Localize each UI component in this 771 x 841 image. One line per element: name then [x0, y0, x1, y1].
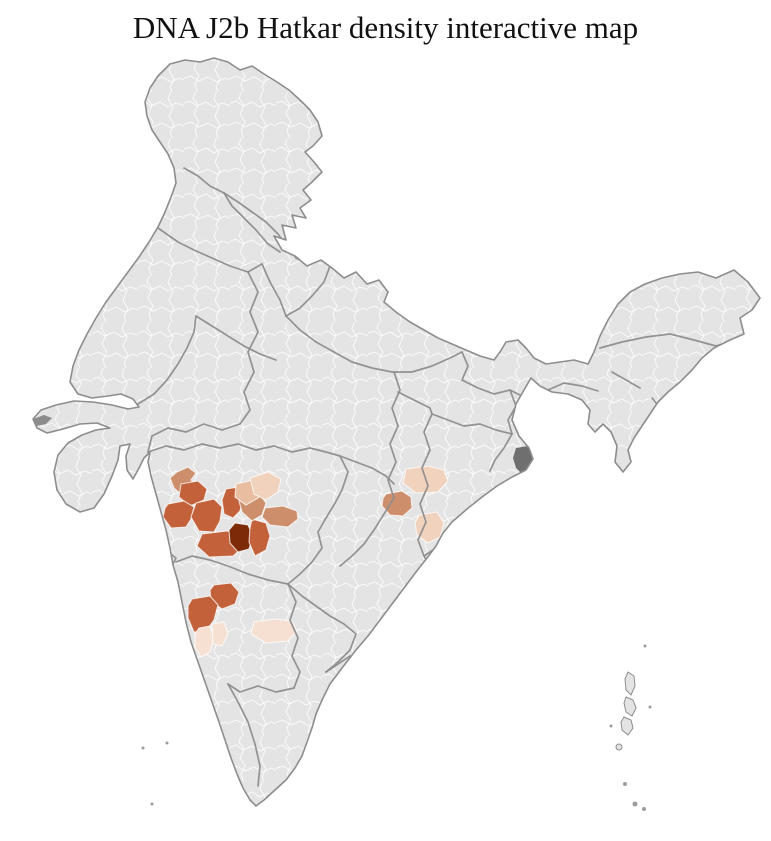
district-2-high[interactable] — [178, 480, 208, 507]
district-16-faint[interactable] — [211, 621, 229, 647]
density-districts-layer[interactable] — [162, 465, 449, 658]
district-7-highest[interactable] — [228, 522, 254, 553]
district-10-medium[interactable] — [261, 505, 299, 528]
state-borders — [137, 167, 735, 787]
district-15-faint[interactable] — [194, 625, 215, 658]
islets — [141, 644, 652, 811]
district-17-faint[interactable] — [250, 618, 298, 644]
district-20-lowest[interactable] — [414, 511, 445, 544]
district-4-high[interactable] — [190, 498, 223, 533]
district-12-lowest[interactable] — [249, 471, 282, 501]
district-3-high[interactable] — [162, 500, 195, 529]
district-8-high[interactable] — [248, 518, 271, 557]
island-chain-east — [615, 671, 637, 751]
district-13-high[interactable] — [209, 582, 240, 610]
page-title: DNA J2b Hatkar density interactive map — [132, 10, 639, 45]
west-creek-dark-patch — [33, 415, 52, 426]
district-18-medium[interactable] — [381, 490, 413, 517]
district-boundaries-texture — [33, 58, 760, 806]
